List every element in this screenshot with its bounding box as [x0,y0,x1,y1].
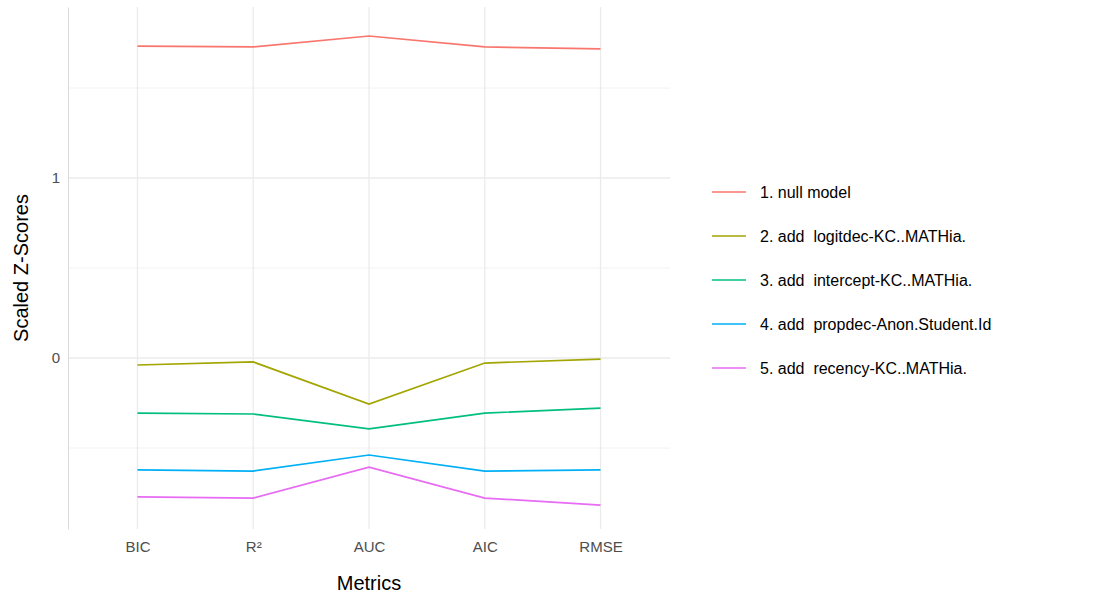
series-line [137,36,600,49]
legend-key [712,323,746,325]
x-axis: BIC R² AUC AIC RMSE [69,529,671,555]
x-grid [600,7,601,529]
series-line [137,455,600,471]
chart: 01BICR²AUCAICRMSEMetricsScaled Z-Scores1… [0,0,1100,611]
x-tick: R² [246,529,262,555]
y-tick: 1 [52,169,68,186]
x-tick-label: AIC [473,538,498,555]
x-grid [484,7,485,529]
legend-key [712,235,746,237]
legend-key [712,367,746,369]
x-tick-label: R² [246,538,262,555]
legend-label: 2. add logitdec-KC..MATHia. [760,228,966,245]
x-axis-line [69,529,671,530]
x-tick-label: RMSE [579,538,622,555]
x-tick: RMSE [579,529,622,555]
grid [68,7,670,529]
x-grid [137,7,138,529]
x-grid [368,7,369,529]
x-tick: BIC [125,529,150,555]
y-tick-label: 0 [52,349,60,366]
legend-key [712,279,746,281]
legend-label: 5. add recency-KC..MATHia. [760,360,967,377]
legend-label: 1. null model [760,184,851,201]
y-axis-title: Scaled Z-Scores [10,194,32,342]
x-tick-label: AUC [354,538,386,555]
legend-label: 3. add intercept-KC..MATHia. [760,272,972,289]
legend-label: 4. add propdec-Anon.Student.Id [760,316,991,333]
y-tick: 0 [52,349,68,366]
y-tick-label: 1 [52,169,60,186]
y-axis: 01 [52,8,69,530]
series-line [137,408,600,429]
x-grid [253,7,254,529]
x-tick: AIC [473,529,498,555]
legend-key [712,191,746,193]
x-tick-label: BIC [125,538,150,555]
lines [137,36,600,505]
series-line [137,359,600,404]
y-axis-line [68,8,69,530]
series-line [137,467,600,505]
x-axis-title: Metrics [337,572,401,594]
legend: 1. null model 2. add logitdec-KC..MATHia.… [712,184,991,377]
x-tick: AUC [354,529,386,555]
